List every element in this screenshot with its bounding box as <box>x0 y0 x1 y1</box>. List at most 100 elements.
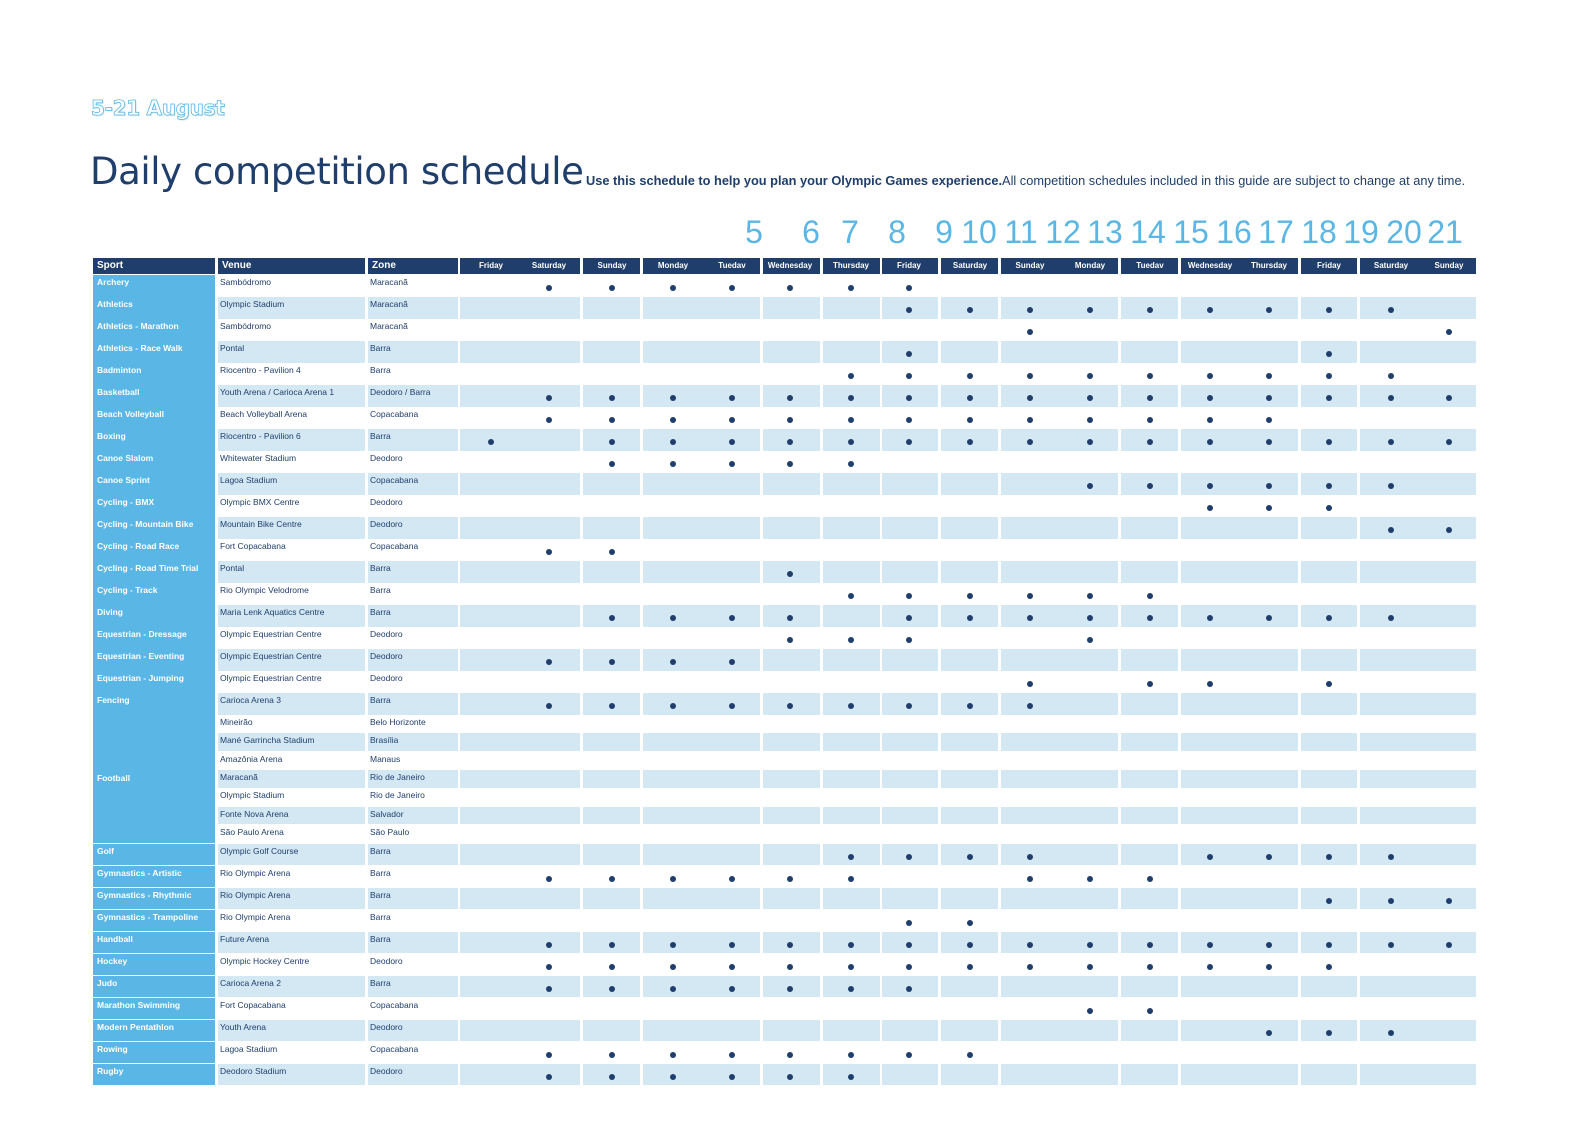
sport-cell: Basketball <box>93 385 215 407</box>
weekday-header: Sunday <box>597 261 627 270</box>
venue-cell: Mané Garrincha Stadium <box>218 733 365 752</box>
zone-cell: Barra <box>368 931 458 954</box>
day-cell <box>882 517 938 539</box>
day-cell <box>1360 733 1476 752</box>
event-dot <box>609 963 615 970</box>
weekday-header-group: Tuedav <box>1121 258 1178 274</box>
day-cell <box>763 843 820 866</box>
event-dot <box>906 373 912 380</box>
event-dot <box>546 1051 552 1058</box>
event-dot <box>670 461 676 468</box>
day-cell <box>1360 975 1476 998</box>
sport-cell: Badminton <box>93 363 215 385</box>
venue-cell: Fonte Nova Arena <box>218 806 365 825</box>
event-dot <box>670 659 676 666</box>
event-dot <box>1266 505 1272 512</box>
day-cell <box>1301 649 1357 671</box>
day-cell <box>823 1019 880 1042</box>
event-dot <box>967 919 973 926</box>
day-cell <box>583 561 640 583</box>
day-cell <box>643 429 760 451</box>
event-dot <box>1147 963 1153 970</box>
day-cell <box>941 806 998 825</box>
zone-cell: Copacabana <box>370 409 419 419</box>
event-dot <box>1326 681 1332 688</box>
event-dot <box>609 875 615 882</box>
event-dot <box>1027 875 1033 882</box>
day-number: 18 <box>1301 214 1337 250</box>
zone-cell: Barra <box>368 341 458 363</box>
event-dot <box>848 985 854 992</box>
event-dot <box>1087 439 1093 446</box>
event-dot <box>1446 941 1452 948</box>
sport-cell: Athletics - Marathon <box>93 319 215 341</box>
day-cell <box>763 1019 820 1042</box>
event-dot <box>729 285 735 292</box>
event-dot <box>1266 439 1272 446</box>
venue-cell: Olympic Hockey Centre <box>220 955 310 966</box>
day-cell <box>460 473 580 495</box>
weekday-header-group: Monday Tuedav <box>643 258 760 274</box>
day-cell <box>941 649 998 671</box>
day-cell <box>1121 733 1178 752</box>
day-cell <box>460 429 580 451</box>
event-dot <box>1147 681 1153 688</box>
venue-cell: Future Arena <box>218 931 365 954</box>
event-dot <box>787 417 793 424</box>
day-cell <box>1001 649 1118 671</box>
day-cell <box>1360 1063 1476 1086</box>
event-dot <box>967 417 973 424</box>
event-dot <box>1207 615 1213 622</box>
day-cell <box>583 887 640 910</box>
event-dot <box>1027 417 1033 424</box>
day-cell <box>882 473 938 495</box>
event-dot <box>1266 963 1272 970</box>
venue-cell: Maracanã <box>218 769 365 788</box>
day-cell <box>1001 561 1118 583</box>
event-dot <box>670 1051 676 1058</box>
event-dot <box>1027 593 1033 600</box>
event-dot <box>729 941 735 948</box>
day-cell <box>1181 769 1298 788</box>
venue-cell: Rio Olympic Arena <box>218 887 365 910</box>
day-cell <box>1121 843 1178 866</box>
weekday-header-group: Saturday <box>941 258 998 274</box>
sport-cell: Equestrian - Dressage <box>93 627 215 649</box>
dates-heading: 5-21 August <box>91 96 226 121</box>
event-dot <box>729 395 735 402</box>
day-cell <box>1181 341 1298 363</box>
day-number: 5 <box>745 214 763 250</box>
day-cell <box>1001 517 1118 539</box>
day-cell <box>1001 843 1118 866</box>
day-cell <box>1360 429 1476 451</box>
day-cell <box>1001 297 1118 319</box>
event-dot <box>609 285 615 292</box>
day-cell <box>941 341 998 363</box>
event-dot <box>1087 307 1093 314</box>
sport-cell: Handball <box>93 931 215 954</box>
event-dot <box>1027 703 1033 710</box>
sport-cell: Athletics - Race Walk <box>93 341 215 363</box>
event-dot <box>848 1051 854 1058</box>
day-cell <box>1181 297 1298 319</box>
day-cell <box>1360 693 1476 715</box>
event-dot <box>1207 505 1213 512</box>
event-dot <box>1087 1007 1093 1014</box>
sport-cell: Cycling - Road Race <box>93 539 215 561</box>
event-dot <box>670 395 676 402</box>
event-dot <box>1446 329 1452 336</box>
event-dot <box>787 1051 793 1058</box>
day-number: 14 <box>1130 214 1166 250</box>
sport-cell: Boxing <box>93 429 215 451</box>
day-cell <box>583 733 640 752</box>
day-cell <box>643 297 760 319</box>
event-dot <box>1147 439 1153 446</box>
event-dot <box>729 439 735 446</box>
zone-cell: Brasília <box>368 733 458 752</box>
day-cell <box>823 733 880 752</box>
event-dot <box>729 875 735 882</box>
event-dot <box>848 941 854 948</box>
day-cell <box>643 733 760 752</box>
weekday-header-group: Sunday Monday <box>1001 258 1118 274</box>
day-cell <box>763 649 820 671</box>
